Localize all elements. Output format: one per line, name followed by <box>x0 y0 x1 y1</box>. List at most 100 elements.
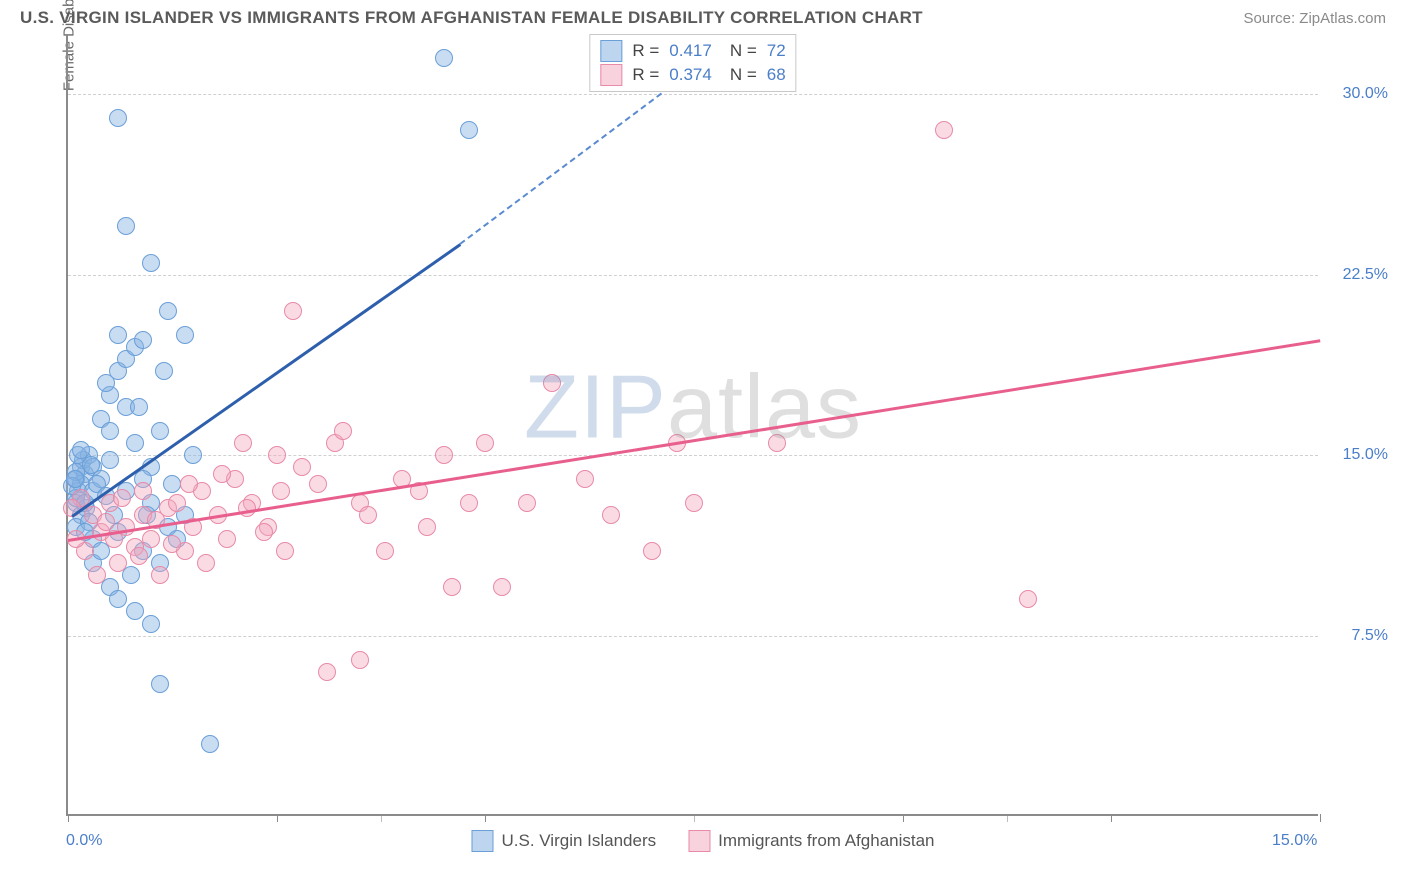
point-blue <box>82 456 100 474</box>
point-pink <box>768 434 786 452</box>
point-pink <box>180 475 198 493</box>
point-pink <box>88 566 106 584</box>
trend-line <box>460 75 687 245</box>
series-name-pink: Immigrants from Afghanistan <box>718 831 934 851</box>
n-value-blue: 72 <box>767 41 786 61</box>
watermark-zip: ZIP <box>524 358 667 458</box>
point-blue <box>151 422 169 440</box>
point-blue <box>151 675 169 693</box>
point-pink <box>309 475 327 493</box>
point-blue <box>109 109 127 127</box>
point-pink <box>1019 590 1037 608</box>
swatch-pink-icon <box>688 830 710 852</box>
r-label: R = <box>632 41 659 61</box>
point-blue <box>142 254 160 272</box>
swatch-blue-icon <box>600 40 622 62</box>
point-blue <box>184 446 202 464</box>
source-label: Source: ZipAtlas.com <box>1243 10 1386 27</box>
point-pink <box>97 513 115 531</box>
chart-header: U.S. VIRGIN ISLANDER VS IMMIGRANTS FROM … <box>0 0 1406 34</box>
r-value-pink: 0.374 <box>669 65 712 85</box>
point-pink <box>197 554 215 572</box>
point-pink <box>109 554 127 572</box>
point-blue <box>117 217 135 235</box>
point-blue <box>109 590 127 608</box>
point-pink <box>134 482 152 500</box>
point-pink <box>238 499 256 517</box>
point-blue <box>126 434 144 452</box>
point-pink <box>168 494 186 512</box>
x-minor-tick <box>1007 816 1008 822</box>
point-pink <box>293 458 311 476</box>
point-pink <box>685 494 703 512</box>
gridline-h <box>68 94 1318 95</box>
x-tick <box>1111 814 1112 822</box>
point-pink <box>130 547 148 565</box>
point-pink <box>643 542 661 560</box>
n-label: N = <box>730 41 757 61</box>
n-value-pink: 68 <box>767 65 786 85</box>
point-pink <box>218 530 236 548</box>
n-label: N = <box>730 65 757 85</box>
y-tick-label: 15.0% <box>1328 446 1388 464</box>
point-blue <box>126 602 144 620</box>
watermark: ZIPatlas <box>524 357 862 460</box>
point-pink <box>255 523 273 541</box>
point-blue <box>176 326 194 344</box>
point-blue <box>159 302 177 320</box>
point-blue <box>130 398 148 416</box>
point-pink <box>418 518 436 536</box>
point-pink <box>276 542 294 560</box>
point-pink <box>234 434 252 452</box>
x-tick <box>277 814 278 822</box>
point-pink <box>163 535 181 553</box>
point-pink <box>518 494 536 512</box>
series-name-blue: U.S. Virgin Islanders <box>501 831 656 851</box>
y-tick-label: 22.5% <box>1328 266 1388 284</box>
x-tick <box>1320 814 1321 822</box>
point-blue <box>101 422 119 440</box>
point-pink <box>935 121 953 139</box>
point-pink <box>213 465 231 483</box>
point-blue <box>66 470 84 488</box>
x-tick <box>485 814 486 822</box>
point-pink <box>272 482 290 500</box>
legend-item-blue: U.S. Virgin Islanders <box>471 830 656 852</box>
y-tick-label: 30.0% <box>1328 85 1388 103</box>
gridline-h <box>68 275 1318 276</box>
gridline-h <box>68 636 1318 637</box>
point-pink <box>376 542 394 560</box>
point-pink <box>460 494 478 512</box>
point-blue <box>142 615 160 633</box>
swatch-blue-icon <box>471 830 493 852</box>
legend-row-blue: R = 0.417 N = 72 <box>600 39 785 63</box>
y-tick-label: 7.5% <box>1328 627 1388 645</box>
watermark-atlas: atlas <box>667 358 862 458</box>
scatter-plot: ZIPatlas R = 0.417 N = 72 R = 0.374 N = … <box>66 34 1318 816</box>
point-blue <box>460 121 478 139</box>
point-pink <box>435 446 453 464</box>
x-minor-tick <box>381 816 382 822</box>
gridline-h <box>68 455 1318 456</box>
r-value-blue: 0.417 <box>669 41 712 61</box>
point-pink <box>476 434 494 452</box>
legend-row-pink: R = 0.374 N = 68 <box>600 63 785 87</box>
point-pink <box>443 578 461 596</box>
point-pink <box>142 530 160 548</box>
point-blue <box>109 326 127 344</box>
point-pink <box>151 566 169 584</box>
point-pink <box>602 506 620 524</box>
swatch-pink-icon <box>600 64 622 86</box>
point-pink <box>268 446 286 464</box>
point-pink <box>113 489 131 507</box>
point-pink <box>543 374 561 392</box>
point-pink <box>284 302 302 320</box>
point-pink <box>576 470 594 488</box>
point-pink <box>351 651 369 669</box>
legend-item-pink: Immigrants from Afghanistan <box>688 830 934 852</box>
point-blue <box>101 451 119 469</box>
x-minor-tick <box>694 816 695 822</box>
r-label: R = <box>632 65 659 85</box>
correlation-legend: R = 0.417 N = 72 R = 0.374 N = 68 <box>589 34 796 92</box>
chart-title: U.S. VIRGIN ISLANDER VS IMMIGRANTS FROM … <box>20 8 923 28</box>
